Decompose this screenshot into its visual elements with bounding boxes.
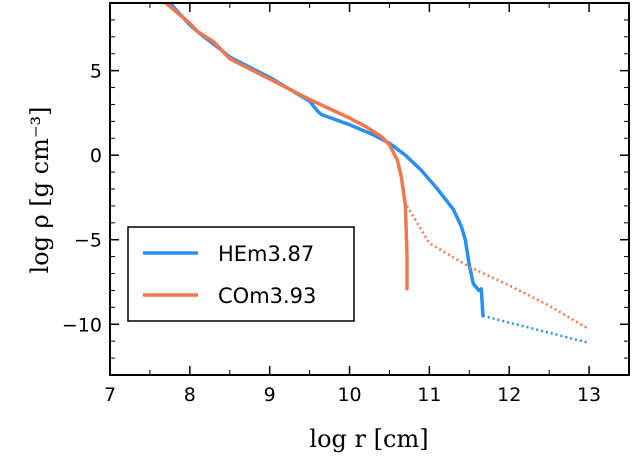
legend-box [127,226,355,322]
y-axis-label: log ρ [g cm⁻³] [26,106,54,273]
y-tick-label: 5 [90,61,102,83]
legend-label-com: COm3.93 [218,284,316,308]
x-tick-label: 10 [337,384,361,406]
y-tick-label: −5 [74,230,102,252]
series-line-com [164,3,409,291]
x-tick-label: 9 [264,384,276,406]
y-tick-label: −10 [62,314,102,336]
series-layer [164,3,590,345]
x-tick-label: 8 [184,384,196,406]
x-tick-label: 13 [577,384,601,406]
x-axis-label: log r [cm] [309,425,428,453]
y-tick-label: 0 [90,145,102,167]
x-tick-label: 12 [497,384,521,406]
series-line-com-dotted [405,205,590,331]
legend: HEm3.87 COm3.93 [127,226,355,322]
legend-label-hem: HEm3.87 [218,242,314,266]
tick-layer: 7 8 9 10 11 12 13 −10 −5 0 5 [62,2,629,406]
x-tick-label: 11 [417,384,441,406]
x-tick-label: 7 [104,384,116,406]
